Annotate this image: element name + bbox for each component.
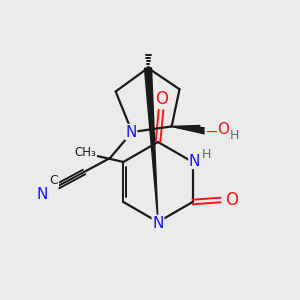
- Text: H: H: [230, 129, 239, 142]
- Polygon shape: [172, 125, 200, 131]
- Text: O: O: [225, 191, 238, 209]
- Polygon shape: [145, 68, 158, 222]
- Text: CH₃: CH₃: [74, 146, 96, 160]
- Text: H: H: [202, 148, 211, 160]
- Text: N: N: [125, 124, 137, 140]
- Polygon shape: [172, 127, 210, 135]
- Text: N: N: [36, 187, 48, 202]
- Text: N: N: [189, 154, 200, 169]
- Text: C: C: [50, 173, 58, 187]
- Text: N: N: [152, 215, 164, 230]
- Text: O: O: [155, 90, 169, 108]
- Text: —O: —O: [205, 125, 230, 140]
- Text: O: O: [218, 122, 230, 137]
- Text: H: H: [228, 130, 237, 143]
